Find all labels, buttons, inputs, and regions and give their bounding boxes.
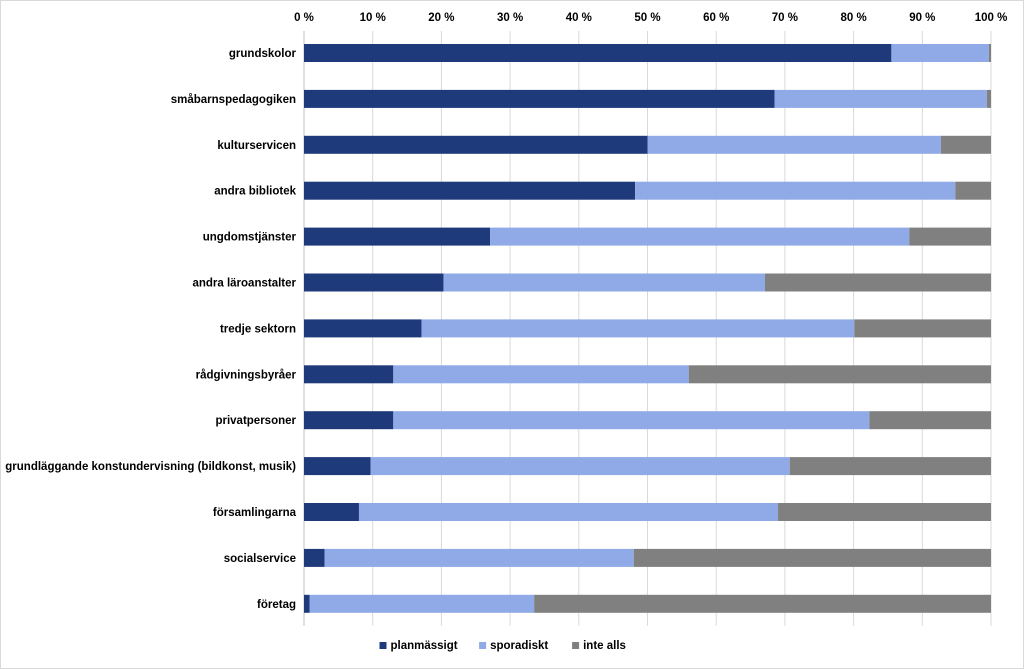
bar-planmassigt-foretag [304,594,310,613]
legend: planmässigt sporadiskt inte alls [379,640,626,652]
bar-sporadiskt-privatpersoner [393,411,870,430]
legend-swatch-planmassigt [379,642,387,649]
category-label-grundskolor: grundskolor [229,48,297,60]
category-labels: grundskolor småbarnspedagogiken kulturserv… [5,48,296,611]
x-tick-label: 50 % [634,12,660,24]
bar-inte-alls-socialservice [633,548,991,567]
bar-inte-alls-radgivningsbyraer [688,365,991,384]
category-label-kulturservicen: kulturservicen [217,140,296,152]
bar-planmassigt-kulturservicen [304,135,648,154]
bar-planmassigt-ungdomstjanster [304,227,491,246]
bar-inte-alls-andra-laroanstalter [764,273,991,292]
x-tick-label: 100 % [975,12,1008,24]
bar-inte-alls-grundskolor [988,44,991,62]
category-label-socialservice: socialservice [224,553,296,565]
bar-sporadiskt-smabarnspedagogiken [774,89,987,108]
bar-inte-alls-foretag [534,594,991,613]
category-label-grundlaggande-konstundervisning-bildkonst-musik: grundläggande konstundervisning (bildkon… [5,461,296,473]
x-tick-label: 10 % [360,12,386,24]
x-tick-label: 30 % [497,12,523,24]
bar-sporadiskt-foretag [309,594,535,613]
category-label-foretag: företag [257,599,296,611]
legend-label-inte-alls: inte alls [583,640,626,652]
category-label-smabarnspedagogiken: småbarnspedagogiken [171,94,296,106]
category-label-andra-laroanstalter: andra läroanstalter [192,278,296,290]
bar-planmassigt-socialservice [304,548,325,567]
bar-planmassigt-andra-laroanstalter [304,273,444,292]
bar-planmassigt-andra-bibliotek [304,181,636,200]
category-label-tredje-sektorn: tredje sektorn [220,323,296,335]
bar-sporadiskt-grundlaggande-konstundervisning-bildkonst-musik [370,457,790,476]
bar-planmassigt-radgivningsbyraer [304,365,394,384]
bar-inte-alls-andra-bibliotek [955,181,991,200]
x-tick-label: 40 % [566,12,592,24]
bar-sporadiskt-andra-bibliotek [635,181,956,200]
x-tick-label: 70 % [772,12,798,24]
bar-planmassigt-grundskolor [304,44,892,62]
bar-inte-alls-forsamlingarna [778,503,991,521]
category-label-ungdomstjanster: ungdomstjänster [203,232,297,244]
bar-planmassigt-forsamlingarna [304,503,359,521]
x-tick-label: 0 % [294,12,314,24]
x-tick-label: 60 % [703,12,729,24]
bar-planmassigt-grundlaggande-konstundervisning-bildkonst-musik [304,457,371,476]
category-label-radgivningsbyraer: rådgivningsbyråer [196,369,297,381]
bar-inte-alls-kulturservicen [940,135,991,154]
bar-sporadiskt-socialservice [324,548,634,567]
bar-inte-alls-smabarnspedagogiken [986,89,991,108]
bar-planmassigt-privatpersoner [304,411,394,430]
bar-inte-alls-grundlaggande-konstundervisning-bildkonst-musik [789,457,991,476]
bar-inte-alls-privatpersoner [869,411,991,430]
bar-sporadiskt-andra-laroanstalter [443,273,765,292]
bar-sporadiskt-grundskolor [891,44,989,62]
legend-label-planmassigt: planmässigt [391,640,458,652]
bar-sporadiskt-ungdomstjanster [490,227,910,246]
x-tick-label: 80 % [840,12,866,24]
bars [304,44,991,613]
bar-sporadiskt-radgivningsbyraer [393,365,689,384]
category-label-andra-bibliotek: andra bibliotek [214,186,296,198]
bar-sporadiskt-forsamlingarna [358,503,779,521]
legend-swatch-inte-alls [572,642,580,649]
category-label-forsamlingarna: församlingarna [213,507,297,519]
bar-inte-alls-tredje-sektorn [854,319,991,338]
bar-planmassigt-tredje-sektorn [304,319,422,338]
bar-planmassigt-smabarnspedagogiken [304,89,775,108]
category-label-privatpersoner: privatpersoner [215,415,296,427]
bar-sporadiskt-kulturservicen [647,135,941,154]
legend-swatch-sporadiskt [479,642,487,649]
bar-inte-alls-ungdomstjanster [909,227,991,246]
bar-sporadiskt-tredje-sektorn [421,319,855,338]
legend-label-sporadiskt: sporadiskt [490,640,548,652]
x-tick-label: 90 % [909,12,935,24]
x-tick-label: 20 % [428,12,454,24]
x-axis-ticks: 0 % 10 % 20 % 30 % 40 % 50 % 60 % 70 % 80 % 90 % 1… [294,12,1007,24]
